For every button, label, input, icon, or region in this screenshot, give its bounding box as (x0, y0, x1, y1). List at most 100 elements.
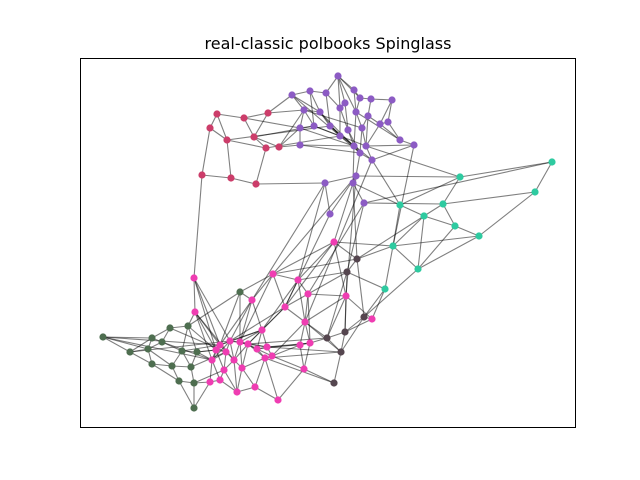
graph-edge (193, 381, 211, 409)
graph-node-purple (368, 156, 376, 164)
graph-edge (239, 273, 274, 343)
graph-node-purple (367, 95, 375, 103)
graph-node-red (198, 171, 206, 179)
graph-edge (193, 277, 196, 313)
graph-node-green (148, 360, 156, 368)
graph-node-pink (296, 341, 304, 349)
graph-node-purple (336, 132, 344, 140)
graph-edge (352, 182, 358, 260)
graph-edge (193, 277, 217, 351)
graph-node-green (236, 288, 244, 296)
graph-edge (333, 182, 354, 243)
graph-node-pink (251, 383, 259, 391)
graph-node-purple (306, 87, 314, 95)
graph-edge (371, 144, 415, 161)
graph-edge (251, 299, 263, 331)
graph-edge (340, 316, 365, 353)
graph-edge (129, 351, 153, 365)
graph-edge (209, 359, 213, 383)
graph-edge (534, 161, 553, 193)
graph-node-green (190, 404, 198, 412)
graph-node-dark (343, 268, 351, 276)
graph-node-teal (381, 285, 389, 293)
graph-node-green (99, 333, 107, 341)
graph-node-purple (341, 99, 349, 107)
graph-node-red (250, 133, 258, 141)
graph-node-purple (364, 112, 372, 120)
graph-edge (267, 109, 305, 114)
graph-node-purple (350, 142, 358, 150)
graph-edge (324, 175, 357, 184)
graph-edge (241, 357, 266, 369)
graph-edge (299, 127, 355, 147)
graph-node-purple (360, 199, 368, 207)
graph-node-purple (352, 108, 360, 116)
graph-edge (325, 92, 331, 127)
graph-edge (233, 359, 238, 393)
graph-node-pink (304, 290, 312, 298)
graph-edge (326, 271, 348, 339)
graph-edge (241, 367, 256, 388)
graph-node-purple (350, 86, 358, 94)
graph-node-purple (344, 126, 352, 134)
graph-edge (454, 225, 480, 237)
graph-edge (272, 241, 335, 275)
graph-edge (303, 342, 311, 370)
graph-edge (229, 306, 286, 342)
graph-edge (337, 75, 346, 104)
graph-edge (442, 191, 536, 205)
graph-edge (278, 127, 301, 148)
graph-edge (371, 159, 401, 206)
graph-edge (187, 325, 198, 353)
graph-node-green (148, 334, 156, 342)
graph-node-pink (222, 348, 230, 356)
figure-title: real-classic polbooks Spinglass (205, 34, 452, 53)
graph-edge (417, 235, 480, 270)
graph-edge (392, 144, 415, 247)
graph-node-pink (248, 296, 256, 304)
graph-node-purple (316, 108, 324, 116)
graph-edge (392, 235, 480, 247)
graph-edge (264, 357, 279, 401)
graph-edge (363, 288, 386, 318)
graph-node-green (193, 348, 201, 356)
graph-node-green (158, 338, 166, 346)
graph-edge (284, 241, 335, 308)
graph-edge (353, 89, 357, 113)
graph-edge (226, 139, 232, 179)
graph-node-green (184, 322, 192, 330)
graph-edge (255, 147, 267, 185)
graph-edge (353, 111, 357, 147)
graph-edge (333, 351, 342, 384)
graph-edge (333, 241, 347, 297)
graph-edge (272, 258, 358, 275)
graph-edge (219, 299, 253, 346)
graph-edge (181, 325, 189, 352)
graph-edge (387, 99, 393, 123)
graph-node-dark (337, 348, 345, 356)
graph-node-pink (208, 356, 216, 364)
graph-node-teal (548, 158, 556, 166)
graph-edge (254, 357, 266, 388)
graph-node-red (252, 180, 260, 188)
graph-edge (193, 277, 231, 342)
graph-edge (236, 367, 243, 393)
graph-edge (229, 299, 253, 342)
graph-edge (284, 293, 309, 308)
graph-node-pink (269, 270, 277, 278)
graph-node-pink (330, 238, 338, 246)
graph-node-teal (420, 212, 428, 220)
graph-node-green (187, 363, 195, 371)
graph-edge (363, 202, 444, 205)
graph-edge (304, 293, 309, 323)
graph-node-pink (301, 318, 309, 326)
graph-edge (226, 139, 267, 149)
graph-node-pink (244, 340, 252, 348)
graph-edge (216, 113, 245, 119)
graph-node-pink (306, 339, 314, 347)
graph-edge (187, 291, 241, 327)
graph-node-purple (362, 142, 370, 150)
graph-node-pink (206, 378, 214, 386)
graph-edge (337, 75, 357, 113)
